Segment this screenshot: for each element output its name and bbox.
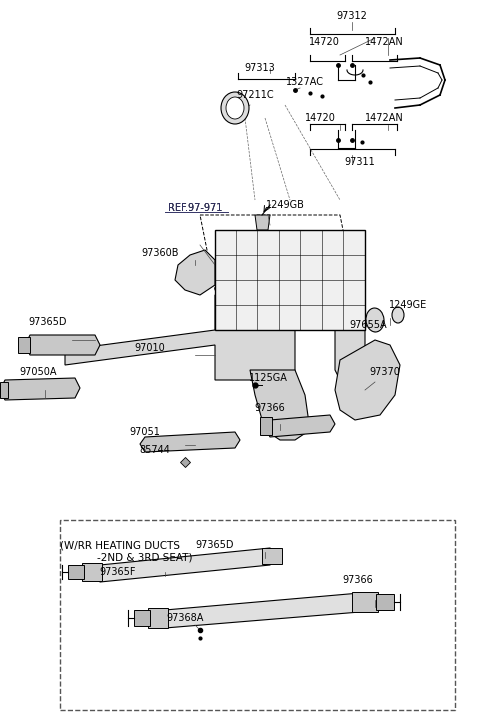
Polygon shape (18, 337, 30, 353)
Text: 97366: 97366 (343, 575, 373, 585)
Polygon shape (92, 548, 278, 582)
Polygon shape (175, 250, 215, 295)
Text: 97366: 97366 (254, 403, 286, 413)
Text: 85744: 85744 (140, 445, 170, 455)
Text: 97050A: 97050A (19, 367, 57, 377)
Text: -2ND & 3RD SEAT): -2ND & 3RD SEAT) (97, 553, 193, 563)
Polygon shape (255, 215, 270, 230)
Polygon shape (335, 340, 400, 420)
Text: 14720: 14720 (309, 37, 339, 47)
Bar (215, 230, 365, 330)
Text: 97365F: 97365F (100, 567, 136, 577)
Text: 97360B: 97360B (141, 248, 179, 258)
Text: 1125GA: 1125GA (249, 373, 288, 383)
Text: 97311: 97311 (345, 157, 375, 167)
Polygon shape (140, 432, 240, 452)
Polygon shape (262, 548, 282, 564)
Text: (W/RR HEATING DUCTS: (W/RR HEATING DUCTS (60, 540, 180, 550)
Polygon shape (25, 335, 100, 355)
Polygon shape (82, 563, 102, 581)
Text: 1249GB: 1249GB (265, 200, 304, 210)
Polygon shape (68, 565, 84, 579)
Text: 97365D: 97365D (29, 317, 67, 327)
Polygon shape (148, 608, 168, 628)
Ellipse shape (226, 97, 244, 119)
Polygon shape (0, 382, 8, 398)
Text: REF.97-971: REF.97-971 (168, 203, 222, 213)
Text: 14720: 14720 (305, 113, 336, 123)
Ellipse shape (221, 92, 249, 124)
Ellipse shape (392, 307, 404, 323)
Text: 97368A: 97368A (166, 613, 204, 623)
Text: 1249GE: 1249GE (389, 300, 427, 310)
Text: 97365D: 97365D (196, 540, 234, 550)
Text: 97010: 97010 (134, 343, 166, 353)
Text: 97312: 97312 (336, 11, 367, 21)
Text: 97655A: 97655A (349, 320, 387, 330)
FancyBboxPatch shape (60, 520, 455, 710)
Text: 1472AN: 1472AN (365, 37, 403, 47)
Text: REF.97-971: REF.97-971 (168, 203, 222, 213)
Polygon shape (65, 295, 295, 380)
Text: 97370: 97370 (370, 367, 400, 377)
Text: 1472AN: 1472AN (365, 113, 403, 123)
Polygon shape (250, 370, 310, 440)
Polygon shape (260, 417, 272, 435)
Polygon shape (0, 378, 80, 400)
Polygon shape (265, 415, 335, 437)
Ellipse shape (366, 308, 384, 332)
Polygon shape (157, 593, 368, 628)
Polygon shape (376, 594, 394, 610)
Text: 97313: 97313 (245, 63, 276, 73)
Text: 97211C: 97211C (236, 90, 274, 100)
Text: 1327AC: 1327AC (286, 77, 324, 87)
Text: 97051: 97051 (130, 427, 160, 437)
Polygon shape (335, 295, 365, 380)
Polygon shape (352, 592, 378, 612)
Polygon shape (134, 610, 150, 626)
